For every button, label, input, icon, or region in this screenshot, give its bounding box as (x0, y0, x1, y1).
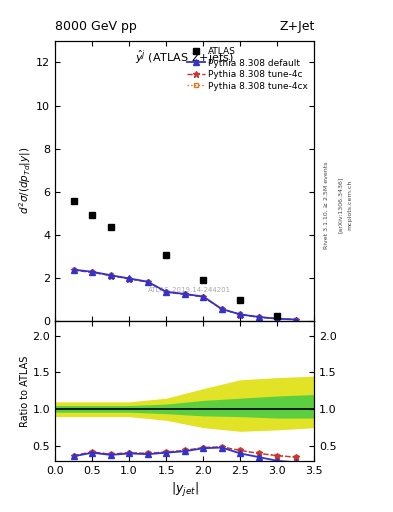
Pythia 8.308 tune-4c (257, 314, 261, 321)
Line: Pythia 8.308 default: Pythia 8.308 default (71, 267, 299, 323)
ATLAS (90, 212, 94, 219)
Pythia 8.308 default (164, 289, 169, 295)
Pythia 8.308 tune-4cx (257, 314, 261, 320)
Pythia 8.308 tune-4cx (164, 289, 169, 295)
ATLAS (164, 252, 169, 258)
Pythia 8.308 tune-4cx (275, 315, 280, 322)
Pythia 8.308 tune-4cx (238, 311, 242, 317)
Pythia 8.308 default (90, 269, 94, 275)
Pythia 8.308 tune-4c (238, 311, 242, 317)
Text: Rivet 3.1.10, ≥ 2.5M events: Rivet 3.1.10, ≥ 2.5M events (324, 161, 329, 248)
Pythia 8.308 tune-4c (275, 315, 280, 322)
Pythia 8.308 default (275, 315, 280, 322)
ATLAS (108, 224, 113, 230)
Pythia 8.308 tune-4c (90, 269, 94, 275)
Pythia 8.308 tune-4cx (294, 316, 298, 323)
Pythia 8.308 tune-4c (201, 294, 206, 300)
Pythia 8.308 tune-4cx (90, 269, 94, 275)
ATLAS (275, 313, 280, 319)
Pythia 8.308 tune-4cx (219, 306, 224, 312)
Text: [arXiv:1306.3436]: [arXiv:1306.3436] (338, 177, 343, 233)
Pythia 8.308 tune-4c (71, 267, 76, 273)
Y-axis label: Ratio to ATLAS: Ratio to ATLAS (20, 355, 29, 426)
Pythia 8.308 tune-4cx (71, 267, 76, 273)
Pythia 8.308 default (127, 275, 132, 282)
Pythia 8.308 tune-4cx (201, 294, 206, 300)
Line: ATLAS: ATLAS (70, 198, 281, 319)
Pythia 8.308 default (71, 267, 76, 273)
Pythia 8.308 tune-4cx (182, 291, 187, 297)
Pythia 8.308 default (219, 306, 224, 312)
Pythia 8.308 tune-4c (127, 276, 132, 282)
Pythia 8.308 default (294, 316, 298, 323)
Pythia 8.308 tune-4cx (145, 279, 150, 285)
ATLAS (201, 278, 206, 284)
Pythia 8.308 default (257, 314, 261, 320)
Pythia 8.308 tune-4c (164, 289, 169, 295)
Pythia 8.308 tune-4c (294, 316, 298, 323)
Pythia 8.308 tune-4c (219, 306, 224, 312)
ATLAS (238, 297, 242, 304)
Text: $\hat{y}^{j}$ (ATLAS Z+jets): $\hat{y}^{j}$ (ATLAS Z+jets) (136, 49, 234, 68)
Pythia 8.308 default (238, 311, 242, 317)
Line: Pythia 8.308 tune-4c: Pythia 8.308 tune-4c (70, 267, 299, 323)
Text: Z+Jet: Z+Jet (279, 20, 314, 33)
Text: mcplots.cern.ch: mcplots.cern.ch (348, 180, 353, 230)
Text: ATLAS_2019.14-244201: ATLAS_2019.14-244201 (149, 286, 231, 293)
Pythia 8.308 default (182, 291, 187, 297)
Legend: ATLAS, Pythia 8.308 default, Pythia 8.308 tune-4c, Pythia 8.308 tune-4cx: ATLAS, Pythia 8.308 default, Pythia 8.30… (185, 46, 310, 92)
Y-axis label: $d^2\sigma/(dp_{Td}|y|)$: $d^2\sigma/(dp_{Td}|y|)$ (17, 147, 33, 215)
Pythia 8.308 tune-4cx (108, 272, 113, 279)
X-axis label: $|y_{jet}|$: $|y_{jet}|$ (171, 481, 198, 499)
Pythia 8.308 default (145, 279, 150, 285)
Pythia 8.308 default (108, 272, 113, 279)
Pythia 8.308 tune-4c (145, 279, 150, 285)
Pythia 8.308 tune-4c (182, 291, 187, 297)
Pythia 8.308 tune-4cx (127, 275, 132, 282)
Pythia 8.308 default (201, 293, 206, 300)
Line: Pythia 8.308 tune-4cx: Pythia 8.308 tune-4cx (71, 268, 298, 322)
Pythia 8.308 tune-4c (108, 272, 113, 279)
Text: 8000 GeV pp: 8000 GeV pp (55, 20, 137, 33)
ATLAS (71, 198, 76, 204)
